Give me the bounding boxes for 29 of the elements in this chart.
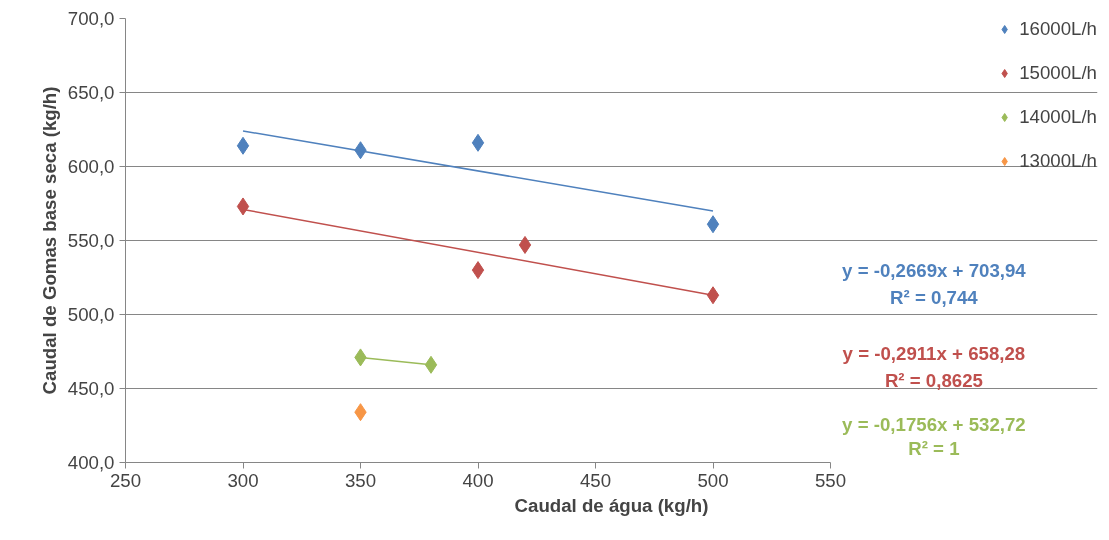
x-tick-label: 450: [579, 469, 612, 491]
point: [471, 261, 485, 280]
legend-label: 16000L/h: [1019, 18, 1097, 40]
point: [518, 235, 532, 254]
y-tick-label: 500,0: [67, 304, 115, 325]
point: [706, 215, 720, 234]
point: [236, 197, 250, 216]
legend-label: 13000L/h: [1019, 150, 1097, 172]
legend-label: 14000L/h: [1019, 106, 1097, 128]
x-tick-label: 550: [814, 469, 847, 491]
y-axis-title: Caudal de Gomas base seca (kg/h): [38, 86, 60, 395]
y-tick-label: 600,0: [67, 156, 115, 177]
x-tick-label: 350: [344, 469, 377, 491]
y-tick-label: 550,0: [67, 230, 115, 251]
point: [706, 286, 720, 305]
x-tick-label: 400: [462, 469, 494, 491]
text: y = -0,2911x + 658,28 R² = 0,8625: [842, 343, 1026, 392]
point: [424, 355, 438, 374]
y-tick-label: 650,0: [67, 82, 115, 103]
x-tick-label: 500: [697, 469, 729, 491]
point: [236, 136, 250, 155]
text: y = -0,2669x + 703,94 R² = 0,744: [842, 260, 1027, 308]
text: y = -0,1756x + 532,72 R² = 1: [842, 414, 1026, 459]
x-axis-title: Caudal de água (kg/h): [514, 494, 709, 516]
y-tick-label: 450,0: [67, 378, 115, 399]
y-tick-label: 700,0: [67, 8, 115, 29]
x-tick-label: 300: [227, 469, 259, 491]
point: [471, 133, 485, 152]
legend-label: 15000L/h: [1019, 62, 1097, 84]
